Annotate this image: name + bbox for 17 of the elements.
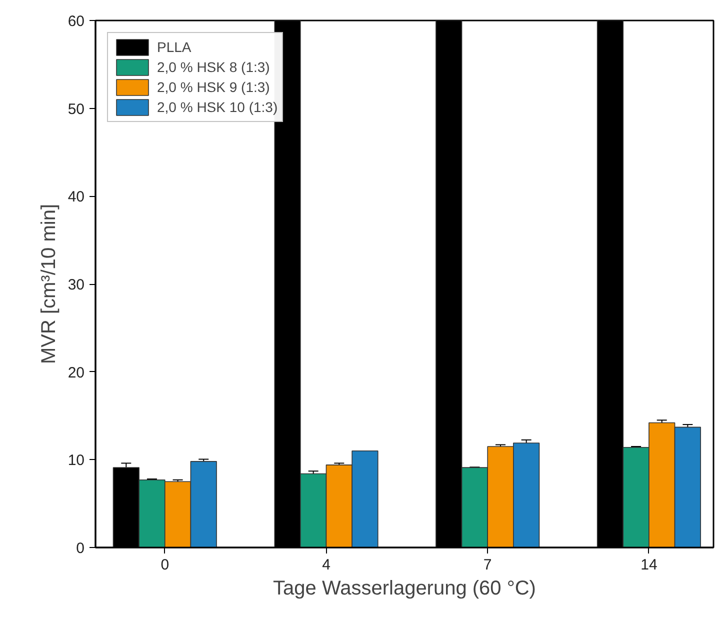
y-tick-label: 50 <box>68 100 85 118</box>
x-axis-title: Tage Wasserlagerung (60 °C) <box>273 578 536 600</box>
y-tick-label: 60 <box>68 13 85 30</box>
y-axis-title: MVR [cm³/10 min] <box>38 204 60 364</box>
legend-label: 2,0 % HSK 9 (1:3) <box>157 78 270 97</box>
y-tick-label: 0 <box>76 540 84 557</box>
y-tick-label: 40 <box>68 188 85 206</box>
y-tick-label: 10 <box>68 452 85 470</box>
x-tick-label: 0 <box>160 556 170 574</box>
x-tick-label: 14 <box>640 556 658 574</box>
y-tick-label: 20 <box>68 364 85 382</box>
legend-label: 2,0 % HSK 10 (1:3) <box>157 98 278 117</box>
legend-label: 2,0 % HSK 8 (1:3) <box>157 58 270 77</box>
legend-label: PLLA <box>157 38 192 57</box>
x-tick-label: 7 <box>483 556 492 574</box>
y-tick-label: 30 <box>68 276 85 294</box>
x-tick-label: 4 <box>322 556 330 574</box>
